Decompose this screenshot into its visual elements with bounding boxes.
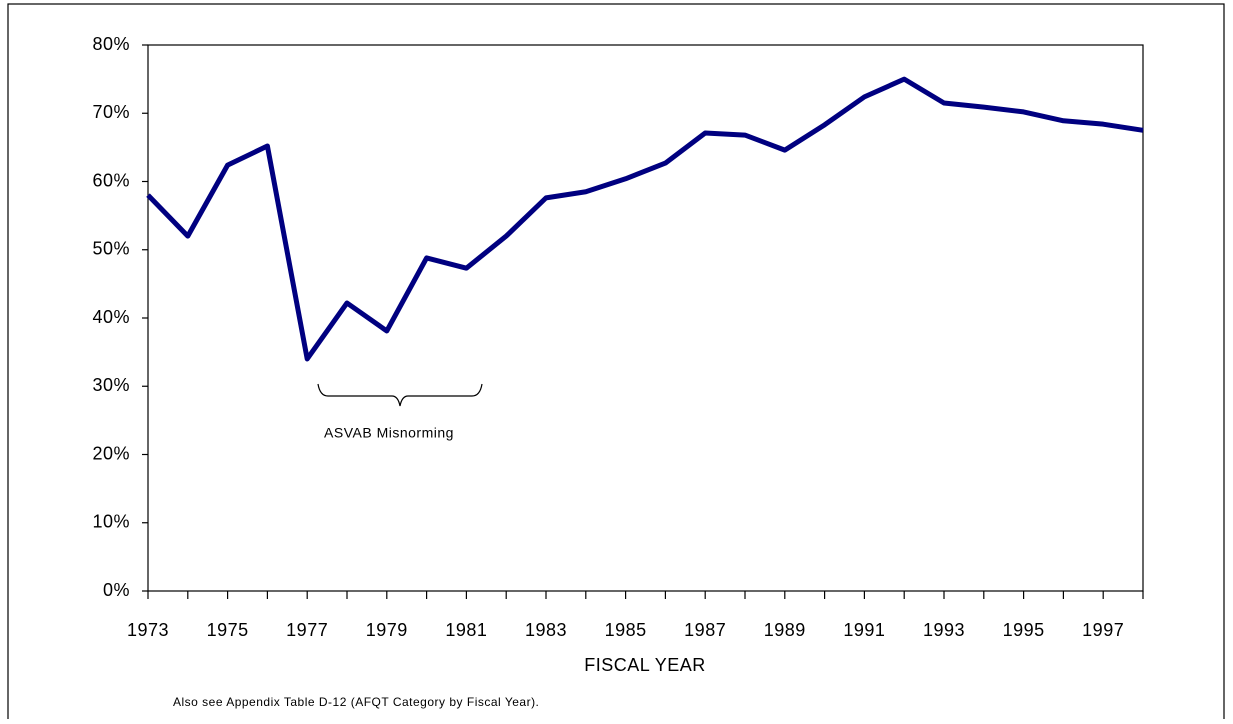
annotation: ASVAB Misnorming — [324, 425, 454, 441]
frame — [7, 3, 1225, 724]
x-tick-label: 1997 — [1082, 620, 1124, 640]
x-tick-label: 1991 — [843, 620, 885, 640]
y-tick-label: 30% — [92, 375, 130, 395]
y-tick-label: 20% — [92, 443, 130, 463]
y-tick-label: 50% — [92, 239, 130, 259]
x-tick-label: 1993 — [923, 620, 965, 640]
x-tick-label: 1973 — [127, 620, 169, 640]
x-tick-label: 1979 — [366, 620, 408, 640]
x-tick-label: 1985 — [605, 620, 647, 640]
y-tick-label: 60% — [92, 170, 130, 190]
footnote: Also see Appendix Table D-12 (AFQT Categ… — [173, 695, 539, 709]
x-tick-label: 1975 — [207, 620, 249, 640]
y-tick-label: 10% — [92, 512, 130, 532]
x-tick-label: 1995 — [1003, 620, 1045, 640]
x-axis-label: FISCAL YEAR — [584, 655, 706, 675]
y-tick-label: 80% — [92, 34, 130, 54]
data-line — [146, 76, 1144, 362]
x-tick-label: 1987 — [684, 620, 726, 640]
y-tick-label: 70% — [92, 102, 130, 122]
x-tick-label: 1989 — [764, 620, 806, 640]
x-tick-label: 1977 — [286, 620, 328, 640]
x-tick-label: 1983 — [525, 620, 567, 640]
brace — [317, 383, 483, 407]
y-tick-label: 0% — [103, 580, 130, 600]
y-tick-label: 40% — [92, 307, 130, 327]
x-tick-label: 1981 — [445, 620, 487, 640]
